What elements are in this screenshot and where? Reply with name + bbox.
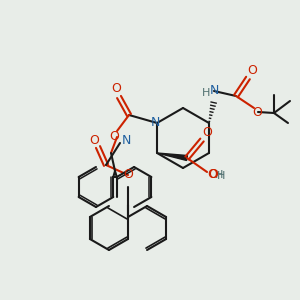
Text: O: O (111, 82, 121, 95)
Text: H: H (215, 170, 223, 180)
Text: O: O (247, 64, 257, 76)
Text: N: N (150, 116, 160, 130)
Text: O: O (208, 169, 218, 182)
Text: O: O (123, 169, 133, 182)
Text: H: H (217, 171, 225, 181)
Text: O: O (202, 125, 212, 139)
Text: O: O (109, 130, 119, 143)
Text: N: N (209, 85, 219, 98)
Text: H: H (202, 88, 210, 98)
Text: N: N (122, 134, 131, 148)
Text: O: O (207, 167, 217, 181)
Text: O: O (89, 134, 99, 146)
Polygon shape (157, 153, 188, 160)
Text: O: O (252, 106, 262, 118)
